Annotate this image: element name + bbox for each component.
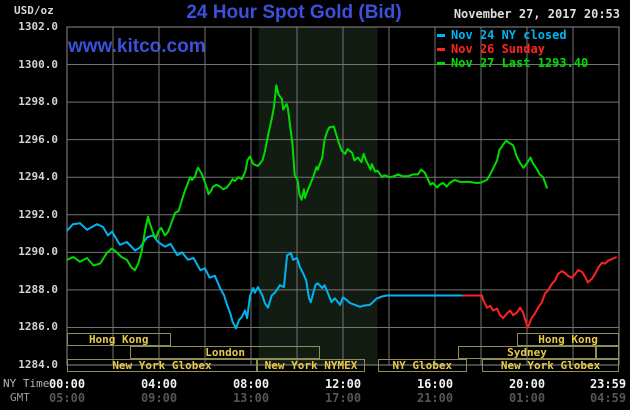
x-tick-ny-23:59: 23:59 bbox=[589, 377, 627, 391]
legend-label-nov27: Nov 27 Last 1293.40 bbox=[451, 56, 589, 70]
x-tick-gmt-17:00: 17:00 bbox=[324, 391, 362, 405]
session-box-new-york-globex: New York Globex bbox=[482, 358, 619, 372]
nov27-series-dash-icon bbox=[437, 61, 445, 65]
legend-label-nov26: Nov 26 Sunday bbox=[451, 42, 545, 56]
x-tick-gmt-21:00: 21:00 bbox=[416, 391, 454, 405]
y-tick-label: 1302.0 bbox=[18, 20, 58, 33]
nymex-highlight-band bbox=[258, 27, 378, 365]
y-tick-label: 1288.0 bbox=[18, 282, 58, 296]
chart-datetime: November 27, 2017 20:53 bbox=[453, 7, 620, 21]
y-tick-label: 1296.0 bbox=[18, 132, 58, 146]
plot-frame bbox=[66, 26, 620, 366]
session-box-london: London bbox=[130, 345, 320, 359]
kitco-watermark: www.kitco.com bbox=[68, 36, 206, 57]
session-box-sydney: Sydney bbox=[458, 345, 596, 359]
session-box-hong-kong: Hong Kong bbox=[517, 332, 619, 346]
session-box-new-york-nymex: New York NYMEX bbox=[256, 358, 366, 372]
chart-title: 24 Hour Spot Gold (Bid) bbox=[186, 2, 402, 23]
y-tick-label: 1300.0 bbox=[18, 57, 58, 71]
legend-item-nov27: Nov 27 Last 1293.40 bbox=[437, 56, 588, 70]
x-tick-gmt-05:00: 05:00 bbox=[48, 391, 86, 405]
session-box-ny-globex: NY Globex bbox=[377, 358, 468, 372]
x-tick-ny-08:00: 08:00 bbox=[232, 377, 270, 391]
y-tick-label: 1298.0 bbox=[18, 95, 58, 109]
session-box-hong-kong: Hong Kong bbox=[67, 332, 171, 346]
x-tick-ny-12:00: 12:00 bbox=[324, 377, 362, 391]
y-tick-label: 1290.0 bbox=[18, 245, 58, 259]
x-tick-ny-00:00: 00:00 bbox=[48, 377, 86, 391]
y-tick-label: 1284.0 bbox=[18, 358, 58, 371]
x-tick-gmt-09:00: 09:00 bbox=[140, 391, 178, 405]
x-tick-gmt-04:59: 04:59 bbox=[589, 391, 627, 405]
legend-item-nov24: Nov 24 NY closed bbox=[437, 28, 588, 42]
session-box-new-york-globex: New York Globex bbox=[67, 358, 257, 372]
x-axis-primary-name: NY Time bbox=[3, 377, 50, 390]
y-tick-label: 1294.0 bbox=[18, 170, 58, 184]
y-axis-unit-label: USD/oz bbox=[14, 4, 54, 17]
legend-label-nov24: Nov 24 NY closed bbox=[451, 28, 567, 42]
x-tick-ny-16:00: 16:00 bbox=[416, 377, 454, 391]
nov24-series-dash-icon bbox=[437, 33, 445, 37]
x-axis-secondary-name: GMT bbox=[10, 391, 30, 404]
legend-item-nov26: Nov 26 Sunday bbox=[437, 42, 588, 56]
nov26-series-dash-icon bbox=[437, 47, 445, 51]
series-line-1 bbox=[462, 256, 618, 329]
y-tick-label: 1292.0 bbox=[18, 207, 58, 221]
x-tick-ny-04:00: 04:00 bbox=[140, 377, 178, 391]
legend: Nov 24 NY closed Nov 26 Sunday Nov 27 La… bbox=[437, 28, 588, 70]
y-tick-label: 1286.0 bbox=[18, 320, 58, 334]
x-tick-gmt-01:00: 01:00 bbox=[508, 391, 546, 405]
series-line-2 bbox=[66, 84, 549, 272]
session-box-blank bbox=[596, 345, 619, 359]
series-line-0 bbox=[66, 222, 463, 330]
x-tick-ny-20:00: 20:00 bbox=[508, 377, 546, 391]
x-tick-gmt-13:00: 13:00 bbox=[232, 391, 270, 405]
